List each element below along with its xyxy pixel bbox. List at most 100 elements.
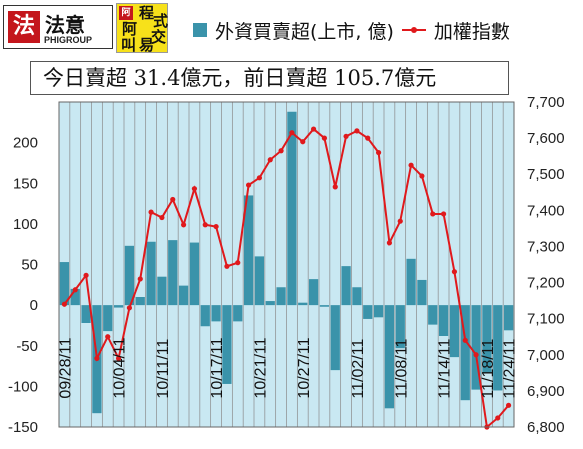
right-tick-label: 6,800 bbox=[527, 419, 565, 436]
legend-line-swatch bbox=[401, 23, 426, 37]
index-point bbox=[408, 162, 414, 168]
bar bbox=[352, 287, 362, 306]
index-point bbox=[267, 157, 273, 163]
bar bbox=[189, 242, 200, 306]
right-tick-label: 7,200 bbox=[527, 275, 565, 292]
index-point bbox=[343, 133, 349, 139]
x-tick-label: 10/27/11 bbox=[296, 337, 313, 398]
logo-char: 易 bbox=[139, 36, 155, 54]
right-tick-label: 7,700 bbox=[527, 94, 565, 111]
right-tick-label: 7,500 bbox=[527, 166, 565, 183]
index-point bbox=[224, 263, 230, 269]
x-tick-label: 09/28/11 bbox=[57, 337, 74, 398]
x-axis-ticks: 09/28/11 10/04/11 10/11/11 10/17/11 10/21/11… bbox=[57, 337, 518, 398]
phigroup-logo-name: 法意 bbox=[45, 13, 85, 37]
index-point bbox=[61, 301, 68, 307]
index-point bbox=[278, 148, 284, 154]
left-tick-label: 50 bbox=[21, 257, 38, 274]
bar bbox=[341, 266, 351, 306]
bar bbox=[254, 256, 265, 306]
bar bbox=[178, 285, 189, 306]
index-point bbox=[148, 209, 154, 215]
bar bbox=[417, 279, 427, 306]
chart-legend: 外資買賣超(上市, 億) 加權指數 bbox=[193, 15, 510, 45]
index-point bbox=[180, 222, 187, 228]
bar bbox=[319, 305, 330, 307]
left-tick-label: -100 bbox=[8, 378, 38, 395]
legend-bar-swatch bbox=[193, 23, 207, 37]
bar bbox=[438, 305, 449, 336]
bar bbox=[81, 305, 91, 323]
index-point bbox=[170, 196, 176, 203]
bar bbox=[211, 305, 221, 322]
x-tick-label: 10/11/11 bbox=[155, 339, 172, 399]
index-point bbox=[386, 240, 393, 246]
bar bbox=[287, 111, 297, 306]
x-tick-label: 11/24/11 bbox=[502, 339, 519, 399]
index-point bbox=[126, 305, 133, 311]
logo-char: 阿 bbox=[122, 20, 138, 38]
bar bbox=[265, 301, 275, 306]
left-tick-label: 150 bbox=[13, 175, 38, 192]
right-axis-ticks: 6,800 6,900 7,000 7,100 7,200 7,300 7,400 7,500… bbox=[527, 94, 565, 436]
bar bbox=[428, 305, 438, 325]
bar bbox=[124, 245, 135, 306]
left-tick-label: 200 bbox=[13, 135, 38, 152]
bar bbox=[330, 305, 340, 371]
bar bbox=[59, 262, 70, 306]
program-trading-logo: 阿 程 式 阿 交 叫 易 bbox=[116, 3, 168, 53]
bar bbox=[157, 276, 167, 306]
left-tick-label: -50 bbox=[16, 338, 38, 355]
bar bbox=[482, 305, 492, 374]
bar bbox=[493, 305, 503, 391]
x-tick-label: 10/21/11 bbox=[252, 337, 269, 398]
x-tick-label: 11/02/11 bbox=[350, 339, 367, 399]
net-buysell-summary: 今日賣超 31.4億元，前日賣超 105.7億元 bbox=[30, 61, 509, 95]
bar bbox=[146, 241, 156, 306]
plot-border bbox=[58, 101, 515, 428]
index-point bbox=[321, 135, 328, 141]
index-point bbox=[495, 415, 501, 421]
bar bbox=[384, 305, 395, 409]
logo-char: 叫 bbox=[121, 36, 137, 54]
program-trading-logo-mark: 阿 bbox=[119, 6, 133, 20]
legend-line-label: 加權指數 bbox=[433, 20, 510, 43]
index-point bbox=[245, 182, 252, 188]
bar bbox=[460, 305, 470, 401]
bar bbox=[395, 305, 405, 349]
bar bbox=[103, 305, 113, 332]
logo-char: 交 bbox=[151, 28, 167, 46]
index-point bbox=[375, 149, 382, 156]
left-tick-label: 0 bbox=[30, 297, 38, 314]
index-point bbox=[451, 269, 458, 275]
index-point bbox=[83, 272, 89, 278]
bar bbox=[449, 305, 460, 358]
right-tick-label: 7,400 bbox=[527, 202, 565, 219]
index-point bbox=[365, 135, 371, 141]
index-point bbox=[115, 355, 122, 361]
left-axis-ticks: -150 -100 -50 0 50 100 150 200 bbox=[8, 135, 38, 436]
bar bbox=[200, 305, 210, 327]
right-tick-label: 7,100 bbox=[527, 311, 565, 328]
index-point bbox=[430, 211, 436, 217]
x-tick-label: 10/17/11 bbox=[209, 337, 226, 398]
left-tick-label: 100 bbox=[13, 216, 38, 233]
bar bbox=[308, 279, 319, 306]
right-tick-label: 7,600 bbox=[527, 130, 565, 147]
bar bbox=[70, 288, 80, 306]
index-point bbox=[94, 355, 100, 361]
plot-frame bbox=[58, 101, 515, 428]
index-point bbox=[289, 130, 295, 136]
phigroup-logo-sub: PHIGROUP bbox=[44, 35, 93, 45]
legend-bar-label: 外資買賣超(上市, 億) bbox=[215, 20, 394, 43]
index-point bbox=[191, 186, 198, 192]
bar bbox=[113, 305, 124, 308]
index-point bbox=[300, 139, 306, 145]
bar bbox=[276, 287, 286, 306]
right-tick-label: 7,000 bbox=[527, 347, 565, 364]
index-point bbox=[354, 128, 360, 134]
logo-char: 程 bbox=[139, 4, 155, 22]
index-point bbox=[462, 337, 468, 343]
bar bbox=[373, 305, 384, 318]
